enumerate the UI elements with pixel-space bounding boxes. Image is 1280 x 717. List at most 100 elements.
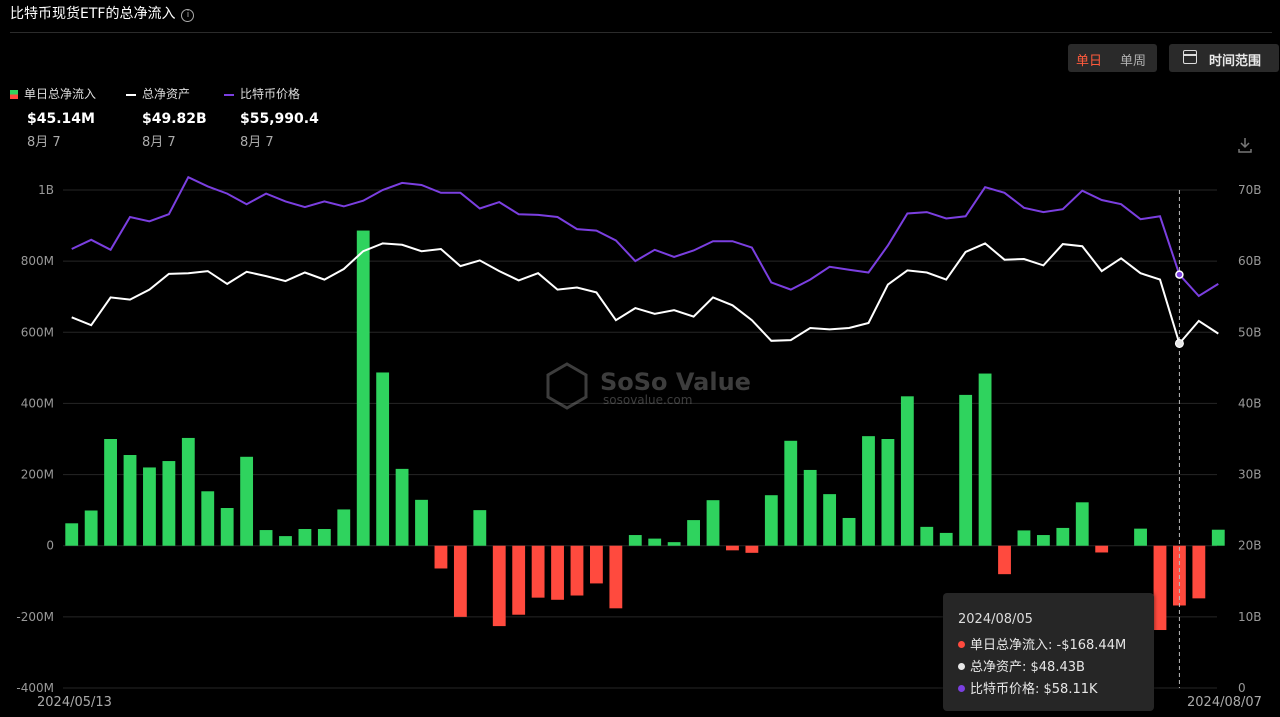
info-icon[interactable]: i (181, 9, 195, 22)
flow-bar[interactable] (298, 528, 312, 546)
flow-bar[interactable] (1036, 535, 1050, 546)
flow-bar[interactable] (687, 520, 700, 546)
flow-bar[interactable] (745, 545, 759, 553)
flow-bar[interactable] (609, 545, 623, 609)
legend-item-assets[interactable]: 总净资产 (126, 85, 190, 102)
flow-bar[interactable] (551, 545, 564, 600)
flow-bar[interactable] (939, 532, 953, 546)
flow-bar[interactable] (998, 545, 1011, 575)
flow-bar[interactable] (220, 508, 234, 546)
legend-label-assets: 总净资产 (142, 87, 191, 101)
tooltip-row-assets: 总净资产: $48.43B (958, 656, 1085, 675)
legend-item-netflow[interactable]: 单日总净流入 (10, 85, 96, 102)
flow-bar[interactable] (842, 517, 856, 546)
flow-bar[interactable] (978, 373, 992, 546)
time-range-button[interactable]: 时间范围 (1169, 44, 1279, 72)
flow-bar[interactable] (823, 494, 837, 546)
flow-bar[interactable] (453, 545, 467, 617)
right-tick-label: 40B (1238, 396, 1262, 410)
flow-bar[interactable] (1056, 527, 1070, 546)
flow-bar[interactable] (376, 372, 390, 546)
flow-bar[interactable] (900, 396, 914, 546)
flow-bar[interactable] (84, 510, 98, 546)
flow-bar[interactable] (356, 230, 370, 546)
flow-bar[interactable] (162, 461, 176, 546)
x-start-label: 2024/05/13 (37, 695, 112, 710)
flow-bar[interactable] (473, 510, 487, 546)
flow-bar[interactable] (434, 545, 448, 569)
flow-bar[interactable] (1095, 545, 1109, 553)
right-tick-label: 20B (1238, 539, 1262, 553)
flow-bar[interactable] (862, 436, 875, 546)
left-tick-label: 600M (21, 325, 54, 339)
flow-bar[interactable] (667, 542, 681, 546)
flow-bar[interactable] (764, 495, 778, 546)
flow-bar[interactable] (726, 545, 739, 551)
flow-bar[interactable] (570, 545, 584, 596)
right-tick-label: 30B (1238, 468, 1262, 482)
flow-bar[interactable] (1153, 545, 1167, 631)
bar-swatch-icon (10, 90, 18, 99)
time-range-label: 时间范围 (1209, 54, 1262, 69)
flow-bar[interactable] (1017, 530, 1031, 546)
netflow-bars (65, 230, 1225, 631)
watermark-url: sosovalue.com (603, 393, 692, 407)
flow-bar[interactable] (1192, 545, 1206, 599)
tooltip: 2024/08/05 单日总净流入: -$168.44M 总净资产: $48.4… (943, 593, 1154, 711)
watermark-brand: SoSo Value (600, 368, 751, 396)
left-tick-label: 400M (21, 396, 54, 410)
left-tick-label: -200M (16, 610, 54, 624)
flow-bar[interactable] (259, 530, 273, 546)
flow-bar[interactable] (628, 535, 642, 546)
flow-bar[interactable] (201, 491, 215, 546)
flow-bar[interactable] (415, 499, 428, 546)
legend-label-netflow: 单日总净流入 (24, 87, 97, 101)
flow-bar[interactable] (65, 523, 79, 546)
chart-title: 比特币现货ETF的总净流入 i (10, 3, 195, 23)
flow-bar[interactable] (492, 545, 506, 627)
left-tick-label: 800M (21, 254, 54, 268)
flow-bar[interactable] (337, 509, 351, 546)
tooltip-price: 比特币价格: $58.11K (970, 682, 1098, 697)
header-divider (10, 32, 1272, 33)
white-dot-icon (958, 663, 965, 670)
flow-bar[interactable] (706, 500, 720, 546)
left-tick-label: -400M (16, 681, 54, 695)
flow-bar[interactable] (803, 469, 817, 546)
flow-bar[interactable] (590, 545, 603, 584)
flow-bar[interactable] (181, 437, 195, 546)
flow-bar[interactable] (920, 526, 934, 546)
price-value: $55,990.4 (240, 111, 319, 127)
price-line (71, 175, 1219, 298)
toggle-week-button[interactable]: 单周 (1120, 54, 1147, 69)
flow-bar[interactable] (784, 440, 798, 546)
x-end-label: 2024/08/07 (1187, 695, 1262, 710)
flow-bar[interactable] (959, 394, 973, 546)
flow-bar[interactable] (240, 456, 254, 546)
download-icon[interactable] (1237, 136, 1253, 154)
flow-bar[interactable] (395, 468, 409, 546)
flow-bar[interactable] (279, 536, 292, 546)
flow-bar[interactable] (317, 528, 331, 546)
flow-bar[interactable] (1075, 502, 1089, 546)
right-axis: 70B 60B 50B 40B 30B 20B 10B 0 (1238, 183, 1262, 695)
legend-item-price[interactable]: 比特币价格 (224, 85, 300, 102)
assets-line (71, 242, 1219, 346)
toggle-day-button[interactable]: 单日 (1076, 54, 1103, 69)
right-tick-label: 10B (1238, 610, 1262, 624)
flow-bar[interactable] (648, 538, 662, 546)
flow-bar[interactable] (1211, 529, 1225, 546)
flow-bar[interactable] (531, 545, 545, 598)
flow-bar[interactable] (512, 545, 526, 615)
flow-bar[interactable] (143, 467, 156, 546)
assets-value: $49.82B (142, 111, 207, 127)
assets-hover-point (1174, 338, 1184, 348)
flow-bar[interactable] (104, 439, 117, 546)
flow-bar[interactable] (881, 439, 895, 546)
right-tick-label: 50B (1238, 325, 1262, 339)
flow-bar[interactable] (123, 455, 137, 546)
flow-bar[interactable] (1134, 528, 1147, 546)
tooltip-row-price: 比特币价格: $58.11K (958, 678, 1098, 697)
period-toggle: 单日 单周 (1068, 44, 1157, 72)
tooltip-assets: 总净资产: $48.43B (970, 660, 1085, 675)
